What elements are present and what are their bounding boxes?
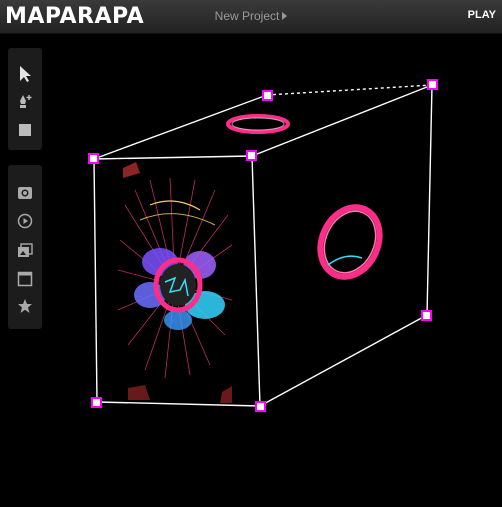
app-title: MAPARAPA xyxy=(5,4,145,29)
front-face-artwork xyxy=(95,159,259,405)
square-shape-icon[interactable] xyxy=(15,120,35,140)
chevron-right-icon xyxy=(282,12,288,20)
window-icon[interactable] xyxy=(15,269,35,289)
image-stack-icon[interactable] xyxy=(15,241,35,261)
corner-handle[interactable] xyxy=(255,401,266,412)
corner-handle[interactable] xyxy=(246,150,257,161)
top-bar: MAPARAPA New Project PLAY xyxy=(0,0,502,34)
project-label: New Project xyxy=(214,9,280,23)
cube-mapping-surface[interactable] xyxy=(0,34,502,502)
right-face-artwork xyxy=(317,204,383,280)
projection-canvas[interactable] xyxy=(0,34,502,502)
corner-handle[interactable] xyxy=(91,397,102,408)
star-icon[interactable] xyxy=(15,296,35,316)
pen-add-icon[interactable] xyxy=(15,92,35,112)
corner-handle[interactable] xyxy=(262,90,273,101)
corner-handles xyxy=(88,79,438,412)
camera-icon[interactable] xyxy=(15,183,35,203)
corner-handle[interactable] xyxy=(427,79,438,90)
play-circle-icon[interactable] xyxy=(15,211,35,231)
tool-panel xyxy=(8,48,42,150)
project-menu[interactable]: New Project xyxy=(0,9,502,23)
top-face-artwork xyxy=(226,114,290,134)
cube-wireframe xyxy=(93,84,433,407)
corner-handle[interactable] xyxy=(421,310,432,321)
corner-handle[interactable] xyxy=(88,153,99,164)
select-arrow-icon[interactable] xyxy=(15,64,35,84)
media-panel xyxy=(8,165,42,329)
play-button[interactable]: PLAY xyxy=(467,9,496,21)
